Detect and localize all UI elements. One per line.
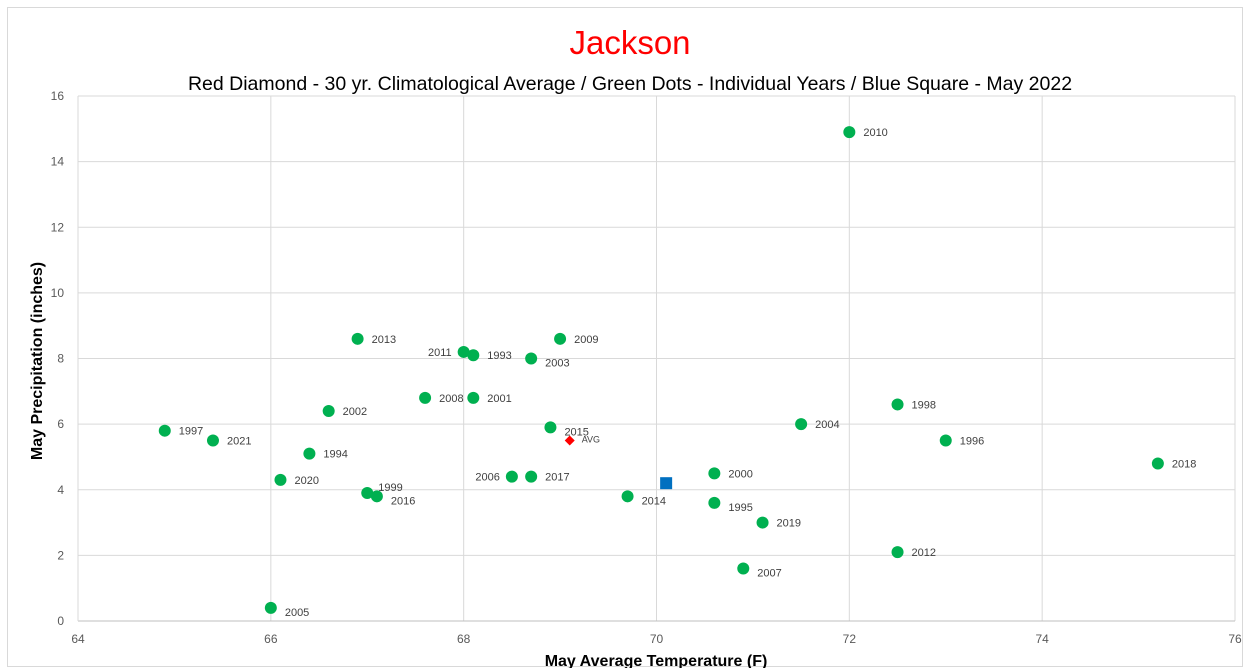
y-tick-label: 4	[57, 483, 64, 497]
data-point-2014	[621, 490, 634, 503]
chart-subtitle: Red Diamond - 30 yr. Climatological Aver…	[188, 73, 1072, 95]
data-point-2000	[708, 467, 721, 480]
y-tick-label: 10	[51, 286, 65, 300]
y-tick-label: 16	[51, 89, 65, 103]
data-label-2010: 2010	[863, 127, 887, 139]
data-labels: 1993 1994 1995 1996 1997 1998 1999 2000 2001 2002…	[179, 127, 1197, 619]
data-point-1995	[708, 496, 721, 509]
data-point-2017	[525, 470, 538, 483]
data-label-2003: 2003	[545, 358, 569, 370]
data-label-1995: 1995	[728, 502, 752, 514]
data-point-1998	[891, 398, 904, 411]
y-tick-label: 2	[57, 548, 64, 562]
axes	[77, 96, 1235, 622]
data-point-2007	[737, 562, 750, 575]
data-points	[158, 126, 1164, 614]
data-label-2011: 2011	[428, 347, 452, 359]
x-tick-label: 74	[1035, 632, 1049, 646]
x-tick-label: 66	[264, 632, 278, 646]
data-label-2017: 2017	[545, 472, 569, 484]
data-point-2015	[544, 421, 557, 434]
data-label-2001: 2001	[487, 393, 511, 405]
data-label-2019: 2019	[777, 518, 801, 530]
data-point-2019	[756, 516, 769, 529]
data-label-2004: 2004	[815, 419, 839, 431]
y-axis-label: May Precipitation (inches)	[29, 262, 46, 460]
data-label-2008: 2008	[439, 393, 463, 405]
grid-lines	[78, 95, 1236, 621]
data-label-2016: 2016	[391, 495, 415, 507]
data-point-1999	[361, 487, 374, 500]
data-label-2014: 2014	[642, 495, 666, 507]
y-tick-label: 14	[51, 155, 65, 169]
data-label-2002: 2002	[343, 406, 367, 418]
data-label-2013: 2013	[372, 334, 396, 346]
chart-title: Jackson	[569, 24, 690, 61]
current-year-square-marker	[660, 477, 673, 490]
data-label-2006: 2006	[475, 472, 499, 484]
x-tick-label: 70	[650, 632, 664, 646]
data-point-2016	[370, 490, 383, 503]
data-point-2002	[322, 405, 335, 417]
data-label-2015: 2015	[564, 426, 588, 438]
data-label-2012: 2012	[912, 547, 936, 559]
data-point-2020	[274, 473, 287, 486]
x-tick-label: 76	[1228, 632, 1242, 646]
data-point-2004	[795, 418, 808, 431]
data-point-2018	[1151, 457, 1164, 470]
data-label-2021: 2021	[227, 436, 251, 448]
data-label-1997: 1997	[179, 426, 203, 438]
data-label-1994: 1994	[323, 449, 347, 461]
data-label-1993: 1993	[487, 350, 511, 362]
data-point-2003	[525, 352, 538, 365]
data-point-1993	[467, 349, 480, 362]
data-point-2005	[264, 601, 277, 614]
x-axis-label: May Average Temperature (F)	[545, 653, 768, 668]
data-label-2007: 2007	[757, 568, 781, 580]
chart-frame: Jackson Red Diamond - 30 yr. Climatologi…	[7, 7, 1243, 668]
data-label-2000: 2000	[728, 468, 752, 480]
x-tick-label: 64	[71, 632, 85, 646]
data-label-AVG: AVG	[582, 435, 600, 445]
data-point-2008	[419, 391, 432, 404]
y-tick-label: 6	[57, 417, 64, 431]
y-tick-label: 0	[57, 614, 64, 628]
data-point-2021	[206, 434, 219, 447]
data-label-2009: 2009	[574, 334, 598, 346]
average-diamond-marker	[564, 435, 575, 446]
data-label-2018: 2018	[1172, 459, 1196, 471]
x-tick-label: 72	[843, 632, 857, 646]
data-label-1996: 1996	[960, 436, 984, 448]
scatter-chart: Jackson Red Diamond - 30 yr. Climatologi…	[29, 24, 1242, 668]
data-label-1998: 1998	[912, 399, 936, 411]
data-point-2011	[457, 345, 470, 358]
y-tick-label: 8	[57, 352, 64, 366]
x-tick-label: 68	[457, 632, 471, 646]
y-tick-label: 12	[51, 220, 65, 234]
data-label-1999: 1999	[378, 482, 402, 494]
data-point-2012	[891, 546, 904, 559]
data-label-2020: 2020	[294, 475, 318, 487]
data-point-1996	[939, 434, 952, 447]
data-point-2001	[467, 391, 480, 404]
data-label-2005: 2005	[285, 607, 309, 619]
data-point-2010	[843, 126, 856, 139]
data-point-1997	[158, 424, 171, 437]
data-point-2009	[554, 332, 567, 345]
data-point-1994	[303, 447, 316, 460]
data-point-2013	[351, 332, 364, 345]
data-point-2006	[505, 470, 518, 483]
